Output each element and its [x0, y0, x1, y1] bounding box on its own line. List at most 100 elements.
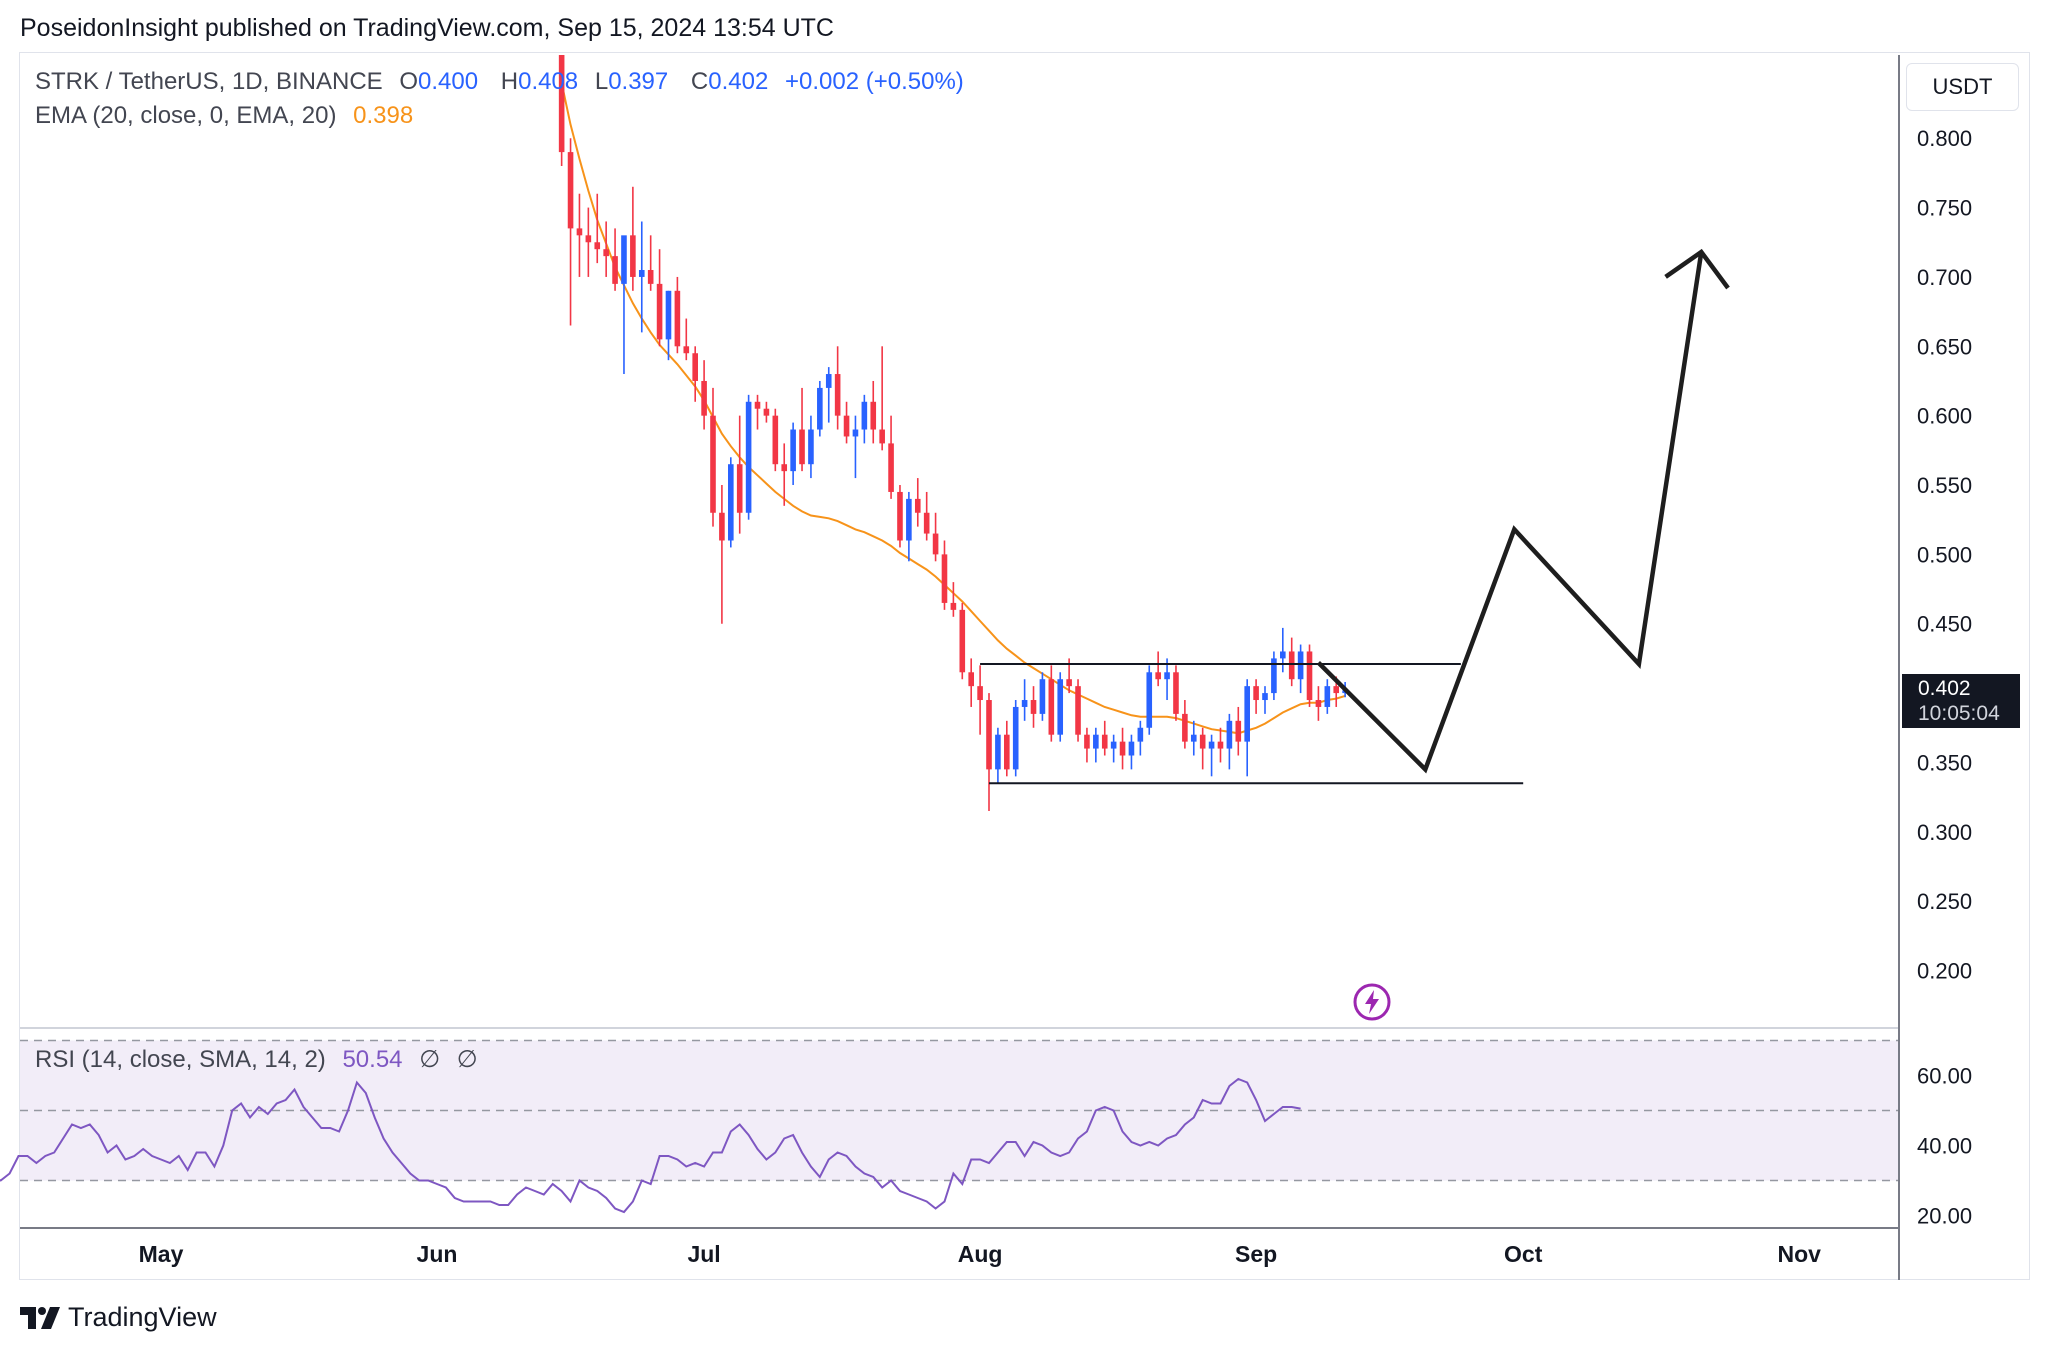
rsi-tick-label: 40.00: [1917, 1134, 1972, 1159]
candle-body: [728, 464, 734, 541]
candle-body: [701, 380, 707, 416]
candle-body: [630, 235, 636, 277]
candle-body: [1280, 651, 1286, 659]
rsi-background: [20, 1039, 1899, 1182]
price-tick-label: 0.650: [1917, 334, 1972, 359]
price-tick-label: 0.550: [1917, 473, 1972, 498]
legend-open-value: 0.400: [418, 68, 479, 95]
price-tick-label: 0.600: [1917, 404, 1972, 429]
candle-body: [1217, 741, 1224, 749]
candle-body: [1235, 720, 1242, 742]
main-legend: STRK / TetherUS, 1D, BINANCE O0.400 H0.4…: [35, 68, 974, 96]
candle-body: [1093, 734, 1099, 749]
candle-body: [843, 415, 850, 437]
chart-frame: [19, 52, 2030, 1280]
price-tick-label: 0.450: [1917, 612, 1972, 637]
legend-change: +0.002 (+0.50%): [785, 68, 964, 95]
ema-legend-value: 0.398: [353, 102, 414, 129]
candle-body: [692, 353, 698, 381]
candle-body: [870, 401, 877, 430]
time-tick-label: Sep: [1235, 1241, 1277, 1267]
candle-body: [736, 464, 743, 513]
candle-body: [799, 429, 805, 465]
candle-body: [1173, 672, 1179, 714]
candle-body: [621, 235, 627, 284]
candle-body: [1110, 741, 1117, 749]
lightning-icon[interactable]: [1352, 982, 1392, 1022]
candle-body: [834, 374, 841, 416]
price-tick-label: 0.750: [1917, 196, 1972, 221]
candle-body: [647, 270, 654, 284]
time-tick-label: Jul: [687, 1241, 720, 1267]
ema-line: [560, 82, 1346, 735]
legend-close-value: 0.402: [708, 68, 769, 95]
candle-body: [1012, 706, 1019, 770]
candle-body: [888, 443, 894, 492]
candle-body: [558, 55, 565, 153]
legend-close-label: C: [690, 68, 709, 95]
legend-low-value: 0.397: [608, 68, 669, 95]
rsi-pane: [0, 1077, 1301, 1214]
candle-body: [1288, 651, 1295, 680]
candle-body: [665, 290, 672, 340]
candle-body: [941, 554, 948, 603]
candle-body: [1190, 734, 1197, 742]
candle-body: [1084, 734, 1090, 749]
candle-body: [968, 672, 974, 687]
projection-arrow-head: [1664, 248, 1730, 290]
ema-legend: EMA (20, close, 0, EMA, 20) 0.398: [35, 102, 423, 130]
candle-body: [995, 734, 1001, 770]
rsi-legend: RSI (14, close, SMA, 14, 2) 50.54 ∅ ∅: [35, 1045, 488, 1074]
candle-body: [710, 415, 716, 513]
rsi-line: [0, 1077, 1301, 1214]
tradingview-logo[interactable]: TradingView: [20, 1302, 217, 1333]
candle-body: [923, 512, 930, 534]
ema-polyline: [560, 82, 1346, 735]
candle-body: [674, 290, 681, 347]
candle-body: [1333, 686, 1340, 694]
candle-body: [1004, 734, 1010, 770]
candle-body: [817, 387, 823, 430]
rsi-na-1: ∅: [419, 1046, 441, 1073]
candle-body: [1039, 679, 1046, 714]
candle-body: [950, 602, 957, 610]
rsi-na-2: ∅: [456, 1046, 478, 1073]
candle-body: [1057, 679, 1064, 735]
legend-high-value: 0.408: [518, 68, 579, 95]
candle-body: [986, 700, 992, 770]
candle-body: [585, 235, 592, 243]
candle-body: [1048, 679, 1055, 735]
price-tick-label: 0.200: [1917, 959, 1972, 984]
candle-body: [1297, 651, 1304, 680]
candle-body: [772, 415, 779, 465]
candle-body: [1199, 734, 1206, 749]
candle-body: [719, 512, 725, 541]
price-tick-label: 0.800: [1917, 126, 1972, 151]
currency-button[interactable]: USDT: [1906, 63, 2019, 111]
price-tick-label: 0.250: [1917, 889, 1972, 914]
candle-body: [808, 429, 814, 465]
candle-body: [612, 256, 618, 284]
rsi-legend-label: RSI (14, close, SMA, 14, 2): [35, 1046, 326, 1073]
tradingview-logo-icon: [20, 1306, 60, 1329]
projection-path: [1316, 251, 1704, 774]
bar-countdown: 10:05:04: [1918, 702, 2000, 725]
candle-body: [656, 283, 663, 340]
candle-body: [754, 401, 761, 409]
price-tick-label: 0.700: [1917, 265, 1972, 290]
candles: [558, 55, 1348, 811]
candle-body: [852, 429, 859, 437]
candle-body: [1021, 700, 1028, 707]
time-axis: May Jun Jul Aug Sep Oct Nov: [139, 1241, 1822, 1267]
candle-body: [1128, 741, 1135, 756]
candle-body: [1271, 658, 1277, 694]
pane-dividers: [20, 55, 1900, 1280]
candle-body: [781, 464, 788, 472]
time-tick-label: Nov: [1777, 1241, 1821, 1267]
legend-low-label: L: [594, 68, 609, 95]
candle-body: [932, 533, 939, 555]
legend-high-label: H: [500, 68, 519, 95]
time-tick-label: Aug: [958, 1241, 1003, 1267]
candle-body: [1030, 700, 1037, 714]
